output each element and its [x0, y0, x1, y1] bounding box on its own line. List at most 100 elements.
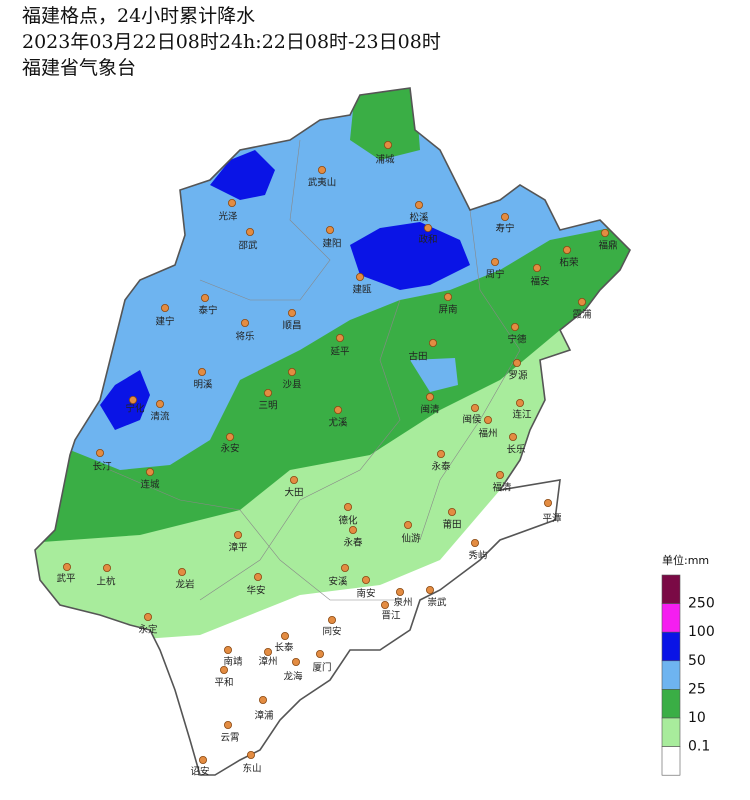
city-dot [245, 227, 254, 236]
legend-label: 100 [688, 624, 715, 640]
city-label: 大田 [284, 487, 303, 499]
city-label: 建瓯 [352, 284, 372, 296]
city-label: 霞浦 [572, 309, 592, 321]
city-dot [223, 646, 232, 655]
city-label: 邵武 [238, 240, 258, 252]
city-dot [470, 539, 479, 548]
city-dot [63, 563, 72, 572]
city-label: 永春 [343, 537, 363, 549]
city-label: 莆田 [442, 519, 461, 531]
city-label: 平和 [214, 678, 233, 689]
city-dot [325, 225, 334, 234]
legend-swatch [661, 689, 681, 719]
city-label: 漳浦 [254, 710, 274, 722]
city-label: 华安 [246, 585, 265, 597]
city-dot [355, 272, 364, 281]
legend-label: 0.1 [688, 739, 710, 755]
city-label: 寿宁 [495, 223, 514, 235]
city-dot [197, 367, 206, 376]
city-dot [103, 564, 112, 573]
zone-25-50 [410, 358, 458, 392]
city-dot [516, 398, 525, 407]
city-dot [223, 721, 232, 730]
city-dot [483, 415, 492, 424]
city-label: 福清 [492, 482, 512, 494]
city-dot [240, 318, 249, 327]
city-label: 光泽 [218, 211, 238, 223]
cities: 浦城武夷山光泽邵武 建阳松溪政和寿宁福鼎柘荣周宁福安建瓯泰宁建宁屏南 霞浦顺昌将乐宁… [56, 140, 618, 778]
city-dot [513, 358, 522, 367]
city-label: 龙岩 [175, 579, 194, 591]
legend-title: 单位:mm [662, 553, 709, 567]
city-label: 永安 [220, 443, 239, 455]
city-dot [315, 650, 324, 659]
legend-swatch [661, 746, 681, 776]
city-label: 永定 [138, 624, 158, 636]
legend-label: 25 [688, 681, 706, 697]
source: 福建省气象台 [22, 57, 136, 79]
city-label: 武平 [56, 573, 76, 585]
city-label: 同安 [322, 626, 341, 638]
city-dot [198, 756, 207, 765]
city-label: 诏安 [190, 766, 209, 778]
city-dot [428, 338, 437, 347]
city-dot [160, 303, 169, 312]
city-label: 长泰 [274, 642, 294, 654]
city-dot [340, 564, 349, 573]
city-dot [200, 293, 209, 302]
city-dot [348, 526, 357, 535]
city-dot [490, 257, 499, 266]
city-label: 闽清 [420, 404, 440, 416]
city-label: 泉州 [393, 597, 412, 609]
city-label: 清流 [150, 411, 170, 423]
city-dot [380, 601, 389, 610]
city-dot [361, 576, 370, 585]
legend-swatch [661, 631, 681, 662]
city-dot [495, 470, 504, 479]
city-label: 建宁 [155, 316, 174, 328]
city-label: 南安 [356, 588, 375, 600]
city-label: 将乐 [235, 331, 255, 343]
city-label: 连城 [140, 479, 160, 491]
city-label: 尤溪 [328, 417, 348, 429]
city-dot [317, 165, 326, 174]
city-label: 长汀 [92, 461, 112, 473]
legend-label: 50 [688, 653, 706, 669]
legend-swatch [661, 603, 681, 633]
city-label: 松溪 [409, 212, 429, 224]
city-label: 泰宁 [198, 305, 217, 317]
city-label: 屏南 [438, 304, 457, 316]
city-dot [333, 405, 342, 414]
city-label: 东山 [242, 763, 261, 775]
city-label: 顺昌 [282, 321, 301, 332]
city-label: 福安 [530, 276, 549, 288]
city-dot [287, 367, 296, 376]
city-label: 沙县 [282, 380, 301, 391]
city-dot [145, 467, 154, 476]
city-dot [335, 333, 344, 342]
city-dot [425, 392, 434, 401]
city-label: 建阳 [322, 238, 341, 250]
city-dot [436, 449, 445, 458]
city-dot [233, 531, 242, 540]
city-label: 崇武 [427, 597, 447, 609]
city-label: 闽侯 [462, 414, 482, 426]
city-dot [280, 632, 289, 641]
city-dot [508, 432, 517, 441]
city-label: 宁化 [125, 403, 145, 415]
city-label: 三明 [258, 401, 277, 412]
city-dot [414, 200, 423, 209]
city-label: 漳平 [228, 542, 248, 554]
city-label: 古田 [408, 351, 427, 363]
city-label: 厦门 [312, 662, 331, 674]
city-dot [533, 263, 542, 272]
city-dot [470, 403, 479, 412]
zone-10-25 [350, 88, 420, 160]
city-label: 永泰 [431, 461, 451, 473]
zone-50-100 [100, 370, 150, 430]
city-label: 平潭 [542, 513, 562, 525]
city-label: 浦城 [375, 154, 395, 166]
zone-50-100 [350, 222, 470, 290]
